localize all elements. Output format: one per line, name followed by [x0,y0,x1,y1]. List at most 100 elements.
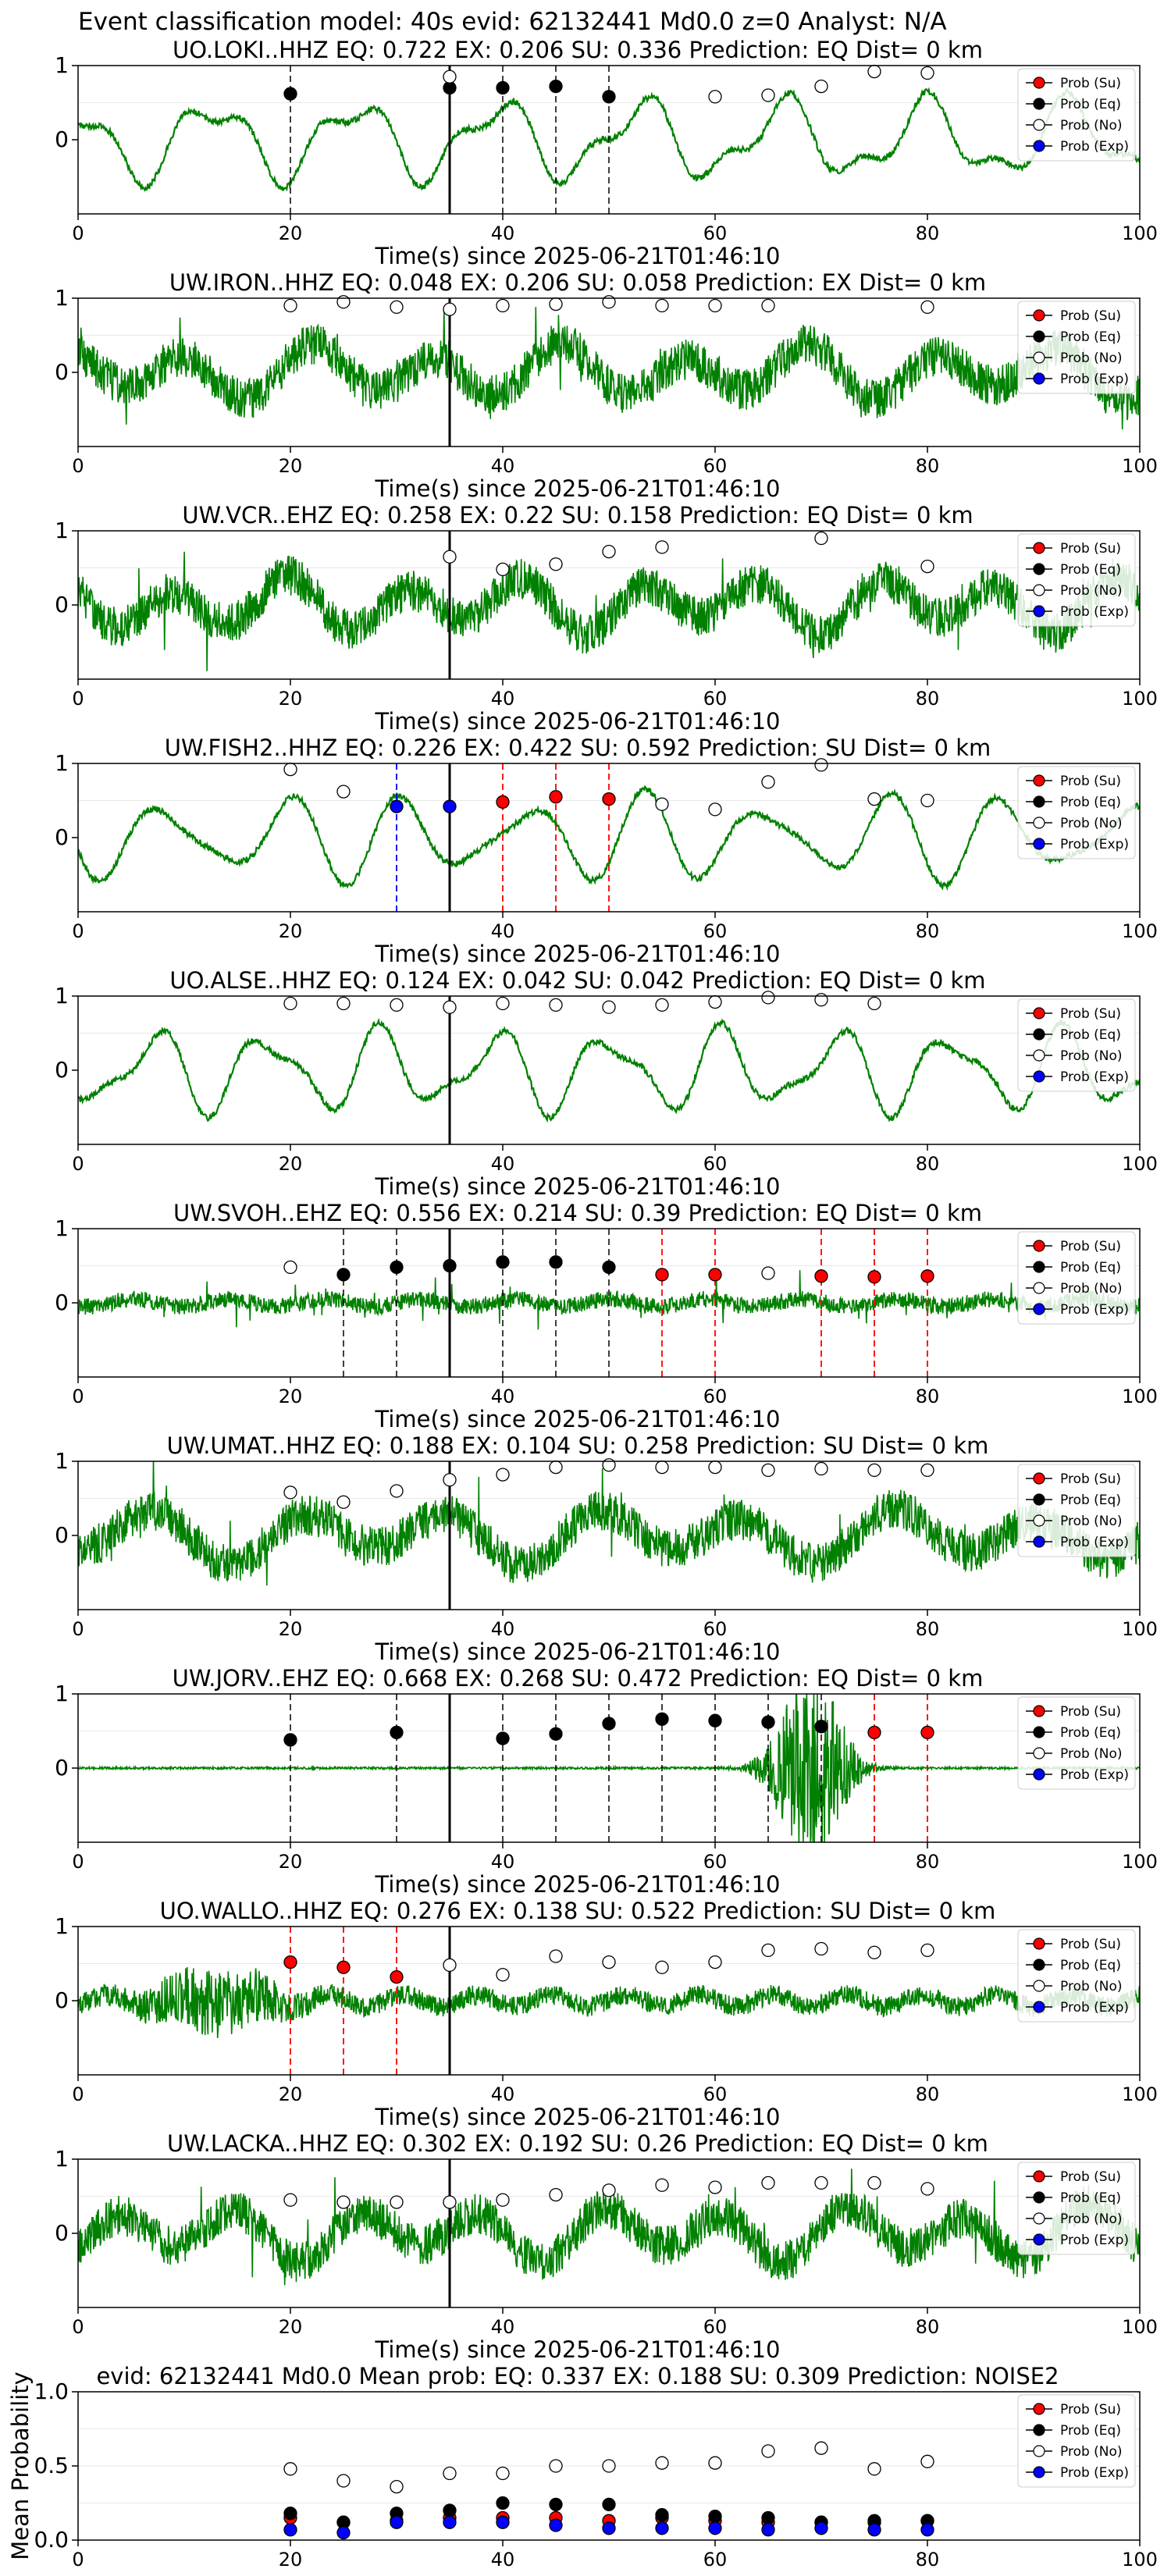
legend-label-no: Prob (No) [1060,1514,1123,1529]
x-tick-label: 20 [279,455,303,477]
legend-box [1017,1231,1136,1325]
legend: Prob (Su) Prob (Eq) Prob (No) Prob (Exp) [1017,1929,1136,2023]
panel-title: UW.SVOH..EHZ EQ: 0.556 EX: 0.214 SU: 0.3… [173,1200,982,1226]
prob-marker-eq [496,1255,510,1269]
legend-box [1017,68,1136,162]
legend-marker-su [1033,1937,1045,1950]
x-tick-label: 80 [916,1386,940,1407]
prob-marker-no [867,1945,881,1959]
x-tick-label: 100 [1122,455,1158,477]
x-tick-label: 20 [279,1153,303,1175]
legend-marker-exp [1033,1070,1045,1083]
prob-marker-exp [443,799,457,813]
x-tick-label: 0 [72,688,84,710]
legend-marker-eq [1033,1028,1045,1041]
mean-probability-panel: evid: 62132441 Md0.0 Mean prob: EQ: 0.33… [7,2363,1158,2571]
prob-marker-no [814,993,828,1007]
prob-marker-eq [496,80,510,95]
x-tick-label: 40 [491,222,515,244]
legend-label-su: Prob (Su) [1060,1937,1121,1952]
prob-marker-no [602,2183,616,2197]
prob-marker-su [867,1725,881,1740]
x-tick-label: 0 [72,1153,84,1175]
x-tick-label: 80 [916,222,940,244]
legend-label-no: Prob (No) [1060,350,1123,366]
x-tick-label: 60 [703,1618,728,1640]
prob-marker-exp [336,2525,351,2540]
waveform-trace [78,551,1140,671]
x-tick-label: 0 [72,2083,84,2105]
prob-marker-no [814,1941,828,1956]
prob-marker-su [655,1268,669,1282]
prob-marker-eq [549,2497,563,2512]
legend-marker-eq [1033,1493,1045,1506]
x-tick-label: 100 [1122,1153,1158,1175]
legend-label-no: Prob (No) [1060,1048,1123,1064]
x-tick-label: 100 [1122,1618,1158,1640]
legend-marker-eq [1033,2191,1045,2204]
legend-box [1017,998,1136,1092]
y-tick-label: 1 [55,2146,69,2172]
prob-marker-su [549,790,563,804]
prob-marker-no [443,1473,457,1487]
station-panel-7: UW.UMAT..HHZ EQ: 0.188 EX: 0.104 SU: 0.2… [55,1432,1158,1665]
prob-marker-no [283,1260,297,1275]
legend-label-eq: Prob (Eq) [1060,1725,1121,1741]
y-tick-label: 1 [55,1913,69,1939]
legend-marker-no [1033,119,1045,131]
legend-label-exp: Prob (Exp) [1060,139,1129,155]
legend-marker-su [1033,542,1045,554]
prob-marker-no [920,2182,934,2196]
panel-title: UW.IRON..HHZ EQ: 0.048 EX: 0.206 SU: 0.0… [169,269,986,296]
legend: Prob (Su) Prob (Eq) Prob (No) Prob (Exp) [1017,2161,1136,2255]
x-tick-label: 20 [279,222,303,244]
x-axis-label: Time(s) since 2025-06-21T01:46:10 [375,475,781,502]
legend-label-eq: Prob (Eq) [1060,795,1121,810]
x-tick-label: 0 [72,222,84,244]
legend-label-exp: Prob (Exp) [1060,372,1129,387]
legend-marker-exp [1033,2001,1045,2013]
y-tick-label: 1 [55,1448,69,1474]
station-panel-8: UW.JORV..EHZ EQ: 0.668 EX: 0.268 SU: 0.4… [55,1665,1158,1898]
legend-label-su: Prob (Su) [1060,76,1121,91]
prob-marker-no [655,998,669,1012]
x-axis-label: Time(s) since 2025-06-21T01:46:10 [375,1638,781,1665]
prob-marker-no [602,1458,616,1472]
prob-marker-exp [920,2523,934,2537]
legend-marker-exp [1033,2233,1045,2246]
prob-marker-no [496,996,510,1011]
prob-marker-no [761,1943,775,1958]
prob-marker-no [283,762,297,777]
x-tick-label: 100 [1122,2083,1158,2105]
x-tick-label: 60 [703,1851,728,1873]
x-tick-label: 20 [279,920,303,942]
x-tick-label: 60 [703,1153,728,1175]
prob-marker-no [283,298,297,313]
legend-marker-no [1033,1049,1045,1062]
prob-marker-eq [549,79,563,94]
x-tick-label: 20 [279,688,303,710]
prob-marker-no [867,792,881,806]
prob-marker-no [443,2195,457,2209]
x-tick-label: 0 [72,2549,84,2571]
legend: Prob (Su) Prob (Eq) Prob (No) Prob (Exp) [1017,1696,1136,1790]
panel-title: UO.WALLO..HHZ EQ: 0.276 EX: 0.138 SU: 0.… [160,1898,996,1924]
x-tick-label: 60 [703,222,728,244]
x-axis-label: Time(s) since 2025-06-21T01:46:10 [375,708,781,735]
prob-marker-eq [336,1268,351,1282]
legend-marker-su [1033,76,1045,89]
panels-container: UO.LOKI..HHZ EQ: 0.722 EX: 0.206 SU: 0.3… [7,37,1158,2571]
prob-marker-no [283,996,297,1011]
legend: Prob (Su) Prob (Eq) Prob (No) Prob (Exp) [1017,998,1136,1092]
prob-marker-no [867,1463,881,1478]
prob-marker-no [655,298,669,313]
legend: Prob (Su) Prob (Eq) Prob (No) Prob (Exp) [1017,68,1136,162]
legend-label-no: Prob (No) [1060,1746,1123,1762]
prob-marker-no [443,69,457,84]
prob-marker-exp [443,2515,457,2529]
y-tick-label: 1 [55,750,69,776]
x-tick-label: 40 [491,688,515,710]
panel-title: UW.LACKA..HHZ EQ: 0.302 EX: 0.192 SU: 0.… [167,2130,988,2157]
prob-marker-no [655,1460,669,1475]
prob-marker-no [496,562,510,577]
